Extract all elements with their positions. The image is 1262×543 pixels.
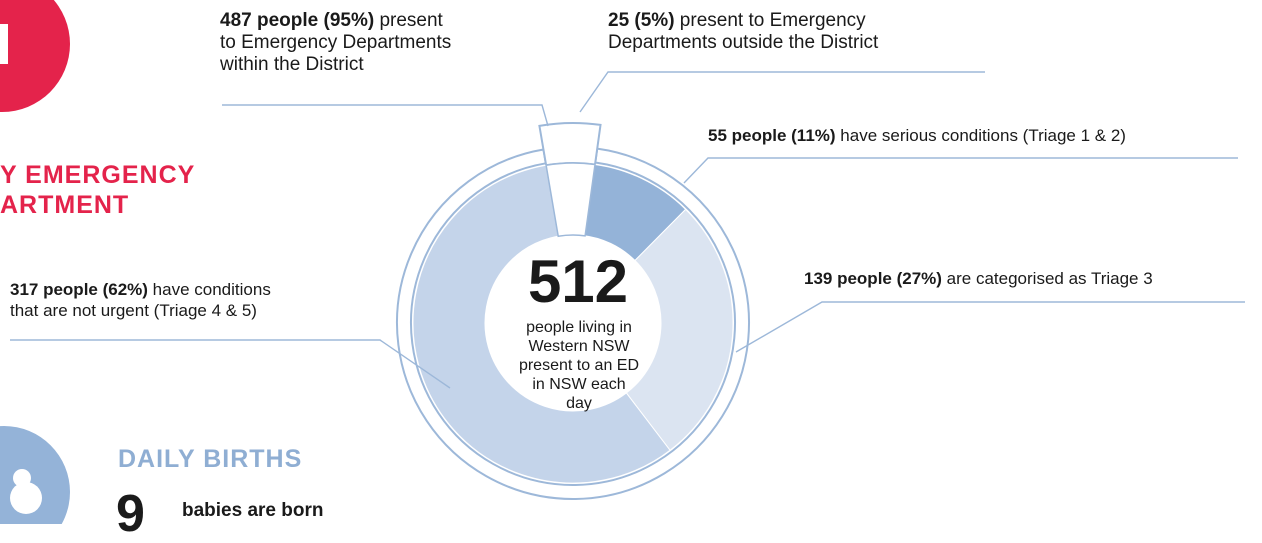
outer-segment-outside (538, 122, 602, 167)
within-line2: to Emergency Departments (220, 32, 452, 53)
nonurgent-bold: 317 people (62%) (10, 280, 148, 299)
triage3-rest: are categorised as Triage 3 (941, 269, 1153, 288)
annotation-serious: 55 people (11%) have serious conditions … (708, 125, 1126, 146)
center-line1: people living in (526, 319, 632, 336)
births-text: babies are born (182, 500, 324, 521)
annotation-within-district: 487 people (95%) present to Emergency De… (220, 10, 451, 76)
center-total: 512 (527, 248, 629, 315)
center-line3: present to an ED (518, 357, 640, 374)
annotation-outside-district: 25 (5%) present to Emergency Departments… (608, 10, 878, 54)
donut-chart (10, 71, 1245, 500)
leader-line-outside (579, 71, 985, 113)
outside-rest: present to Emergency (674, 10, 866, 31)
leader-line-not-urgent (10, 339, 451, 389)
leader-line-triage3 (735, 301, 1245, 353)
outside-line2: Departments outside the District (608, 32, 879, 53)
center-caption: people living in Western NSW present to … (509, 318, 649, 413)
center-line4: in NSW each (532, 376, 626, 393)
center-line2: Western NSW (528, 338, 630, 355)
nonurgent-rest: have conditions (147, 280, 271, 299)
annotation-not-urgent: 317 people (62%) have conditions that ar… (10, 279, 271, 321)
inner-segment-triage-4-5 (412, 162, 671, 484)
triage3-bold: 139 people (27%) (804, 269, 942, 288)
outside-bold: 25 (5%) (608, 10, 675, 31)
within-rest: present (374, 10, 443, 31)
emergency-heading: Y EMERGENCY ARTMENT (0, 160, 195, 220)
within-bold: 487 people (95%) (220, 10, 375, 31)
leader-line-serious (683, 157, 1238, 184)
leader-line-within (222, 104, 549, 127)
outer-segment-within (396, 147, 750, 500)
emergency-heading-line1: Y EMERGENCY (0, 161, 196, 189)
nonurgent-line2: that are not urgent (Triage 4 & 5) (10, 301, 257, 320)
serious-bold: 55 people (11%) (708, 126, 836, 145)
serious-rest: have serious conditions (Triage 1 & 2) (835, 126, 1126, 145)
annotation-triage3: 139 people (27%) are categorised as Tria… (804, 268, 1153, 289)
center-line5: day (566, 395, 592, 412)
baby-icon (0, 418, 72, 524)
medical-cross-icon (0, 0, 70, 136)
births-number: 9 (116, 485, 145, 543)
emergency-heading-line2: ARTMENT (0, 191, 130, 219)
births-heading: DAILY BIRTHS (118, 445, 303, 473)
within-line3: within the District (220, 54, 364, 75)
inner-notch-outside-district (545, 162, 596, 238)
inner-segment-triage-3 (625, 208, 734, 451)
